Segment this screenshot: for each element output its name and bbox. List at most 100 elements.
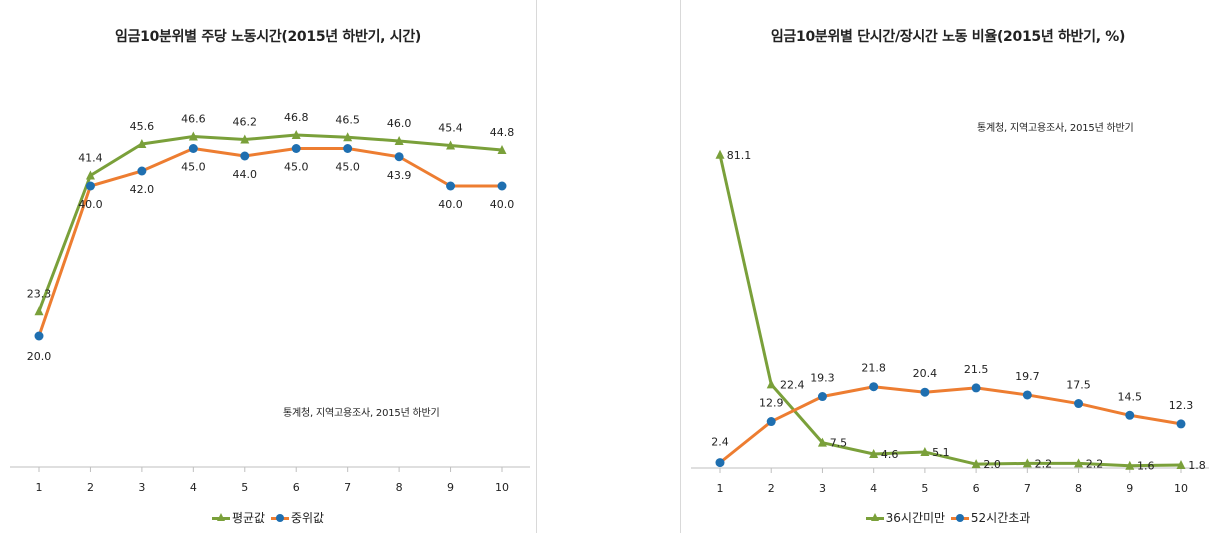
x-tick-label: 3 <box>138 481 145 494</box>
x-tick-label: 2 <box>87 481 94 494</box>
legend-item-mean: 평균값 <box>211 509 266 526</box>
data-point-triangle <box>971 459 981 469</box>
data-point-circle <box>240 151 250 161</box>
legend-swatch-triangle <box>865 512 884 523</box>
data-label: 40.0 <box>490 198 515 211</box>
data-point-circle <box>394 152 404 162</box>
data-label: 17.5 <box>1066 379 1091 392</box>
data-point-triangle <box>137 139 147 148</box>
data-label: 42.0 <box>130 183 155 196</box>
legend-swatch-circle <box>950 513 969 523</box>
data-label: 44.0 <box>233 168 258 181</box>
x-tick-label: 4 <box>190 481 197 494</box>
data-point-circle <box>85 181 95 191</box>
data-point-circle <box>137 166 147 176</box>
data-point-triangle <box>34 306 44 316</box>
data-label: 46.8 <box>284 111 309 124</box>
data-label: 45.0 <box>181 161 206 174</box>
legend-label: 중위값 <box>290 511 325 525</box>
data-point-triangle <box>715 149 725 159</box>
data-label: 45.0 <box>284 161 309 174</box>
data-label: 21.8 <box>861 362 886 375</box>
data-point-triangle <box>1176 459 1186 469</box>
x-tick-label: 10 <box>495 481 509 494</box>
series-line <box>718 154 1182 468</box>
data-point-triangle <box>1074 458 1084 468</box>
legend-label: 52시간초과 <box>970 511 1031 525</box>
data-label: 1.8 <box>1188 459 1206 472</box>
data-point-triangle <box>85 170 95 180</box>
chart-legend: 평균값 중위값 <box>0 509 536 526</box>
line-chart: 1 2 3 4 5 6 7 8 9 10 81.1 22.4 7.5 4.6 5.1 2.0 2.2 2.2 1.6… <box>691 149 1209 495</box>
legend-label: 36시간미만 <box>885 511 946 525</box>
data-label: 46.6 <box>181 113 206 126</box>
x-tick-label: 4 <box>870 482 877 495</box>
data-point-triangle <box>869 449 879 459</box>
data-point-circle <box>34 331 44 341</box>
x-tick-label: 9 <box>1126 482 1133 495</box>
data-label: 12.9 <box>759 397 784 410</box>
x-tick-label: 3 <box>819 482 826 495</box>
data-point-triangle <box>920 447 930 457</box>
legend-label: 평균값 <box>231 511 266 525</box>
chart-title: 임금10분위별 단시간/장시간 노동 비율(2015년 하반기, %) <box>770 29 1126 45</box>
legend-swatch-triangle <box>211 512 230 523</box>
data-point-triangle <box>291 130 301 139</box>
data-label: 2.2 <box>1035 457 1053 470</box>
data-label: 46.0 <box>387 117 412 130</box>
data-label: 19.3 <box>810 372 835 385</box>
x-tick-label: 7 <box>1024 482 1031 495</box>
data-label: 19.7 <box>1015 370 1040 383</box>
data-label: 44.8 <box>490 126 515 139</box>
data-label: 12.3 <box>1169 399 1194 412</box>
data-label: 2.2 <box>1086 457 1104 470</box>
chart-title: 임금10분위별 주당 노동시간(2015년 하반기, 시간) <box>114 29 422 45</box>
x-tick-label: 10 <box>1174 482 1188 495</box>
x-tick-label: 9 <box>447 481 454 494</box>
x-tick-label: 5 <box>241 481 248 494</box>
data-point-circle <box>971 383 981 393</box>
data-label: 7.5 <box>830 437 848 450</box>
data-point-triangle <box>1022 458 1032 468</box>
source-annotation: 통계청, 지역고용조사, 2015년 하반기 <box>283 408 440 419</box>
data-point-triangle <box>1125 460 1135 470</box>
data-label: 40.0 <box>78 198 103 211</box>
x-tick-label: 7 <box>344 481 351 494</box>
data-label: 5.1 <box>932 446 950 459</box>
data-point-circle <box>1125 410 1135 420</box>
data-point-circle <box>446 181 456 191</box>
data-label: 4.6 <box>881 448 899 461</box>
x-tick-label: 1 <box>717 482 724 495</box>
data-point-circle <box>497 181 507 191</box>
data-point-circle <box>188 144 198 153</box>
data-label: 20.4 <box>913 367 938 380</box>
x-tick-label: 6 <box>293 481 300 494</box>
x-tick-label: 8 <box>1075 482 1082 495</box>
data-label: 1.6 <box>1137 460 1155 473</box>
data-label: 45.0 <box>335 161 360 174</box>
data-point-circle <box>291 144 301 153</box>
data-label: 46.2 <box>233 116 258 129</box>
data-label: 45.4 <box>438 122 463 135</box>
data-label: 41.4 <box>78 152 103 165</box>
data-point-triangle <box>817 437 827 447</box>
data-point-circle <box>715 458 725 468</box>
data-point-circle <box>817 392 827 402</box>
data-point-circle <box>1074 399 1084 409</box>
legend-item-under36: 36시간미만 <box>865 509 946 526</box>
x-tick-label: 1 <box>36 481 43 494</box>
legend-item-over52: 52시간초과 <box>950 509 1031 526</box>
x-tick-label: 2 <box>768 482 775 495</box>
chart-legend: 36시간미만 52시간초과 <box>681 509 1214 526</box>
data-label: 40.0 <box>438 198 463 211</box>
data-point-circle <box>1176 419 1186 429</box>
x-tick-label: 5 <box>921 482 928 495</box>
data-point-triangle <box>188 131 198 141</box>
data-point-triangle <box>446 140 456 150</box>
series-line <box>37 133 503 312</box>
data-label: 20.0 <box>27 350 52 363</box>
data-point-circle <box>1022 390 1032 400</box>
data-point-triangle <box>394 136 404 145</box>
data-label: 23.3 <box>27 287 52 300</box>
x-tick-label: 8 <box>396 481 403 494</box>
